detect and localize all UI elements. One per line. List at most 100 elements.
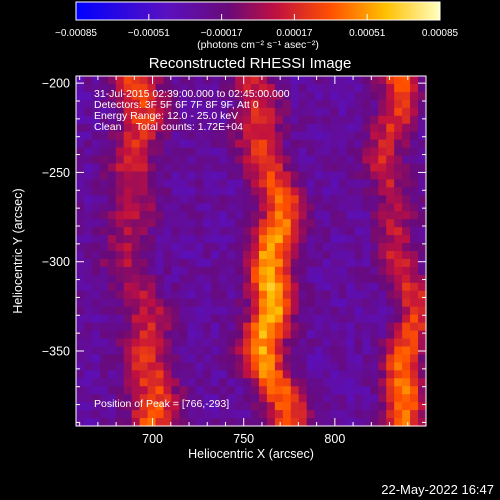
heatmap-cell: [163, 147, 173, 157]
heatmap-cell: [346, 298, 355, 308]
heatmap-cell: [139, 243, 149, 252]
heatmap-cell: [187, 195, 196, 204]
heatmap-cell: [171, 322, 180, 332]
heatmap-cell: [211, 91, 220, 101]
heatmap-cell: [203, 330, 212, 340]
heatmap-cell: [346, 330, 355, 340]
heatmap-cell: [274, 251, 284, 260]
heatmap-cell: [163, 163, 173, 173]
heatmap-cell: [131, 402, 141, 411]
heatmap-cell: [314, 370, 324, 379]
heatmap-cell: [99, 179, 109, 188]
heatmap-cell: [155, 115, 165, 125]
heatmap-cell: [338, 354, 348, 363]
heatmap-cell: [243, 195, 252, 204]
heatmap-cell: [354, 330, 363, 340]
colorbar-tick-label: 0.00051: [349, 28, 386, 39]
heatmap-cell: [155, 258, 165, 268]
heatmap-cell: [402, 290, 411, 300]
heatmap-cell: [139, 219, 149, 228]
heatmap-cell: [123, 362, 133, 371]
heatmap-cell: [251, 123, 260, 133]
heatmap-cell: [402, 338, 411, 348]
heatmap-cell: [76, 107, 85, 117]
heatmap-cell: [354, 243, 363, 252]
y-tick-label: −200: [42, 77, 70, 91]
heatmap-cell: [76, 115, 85, 125]
heatmap-cell: [163, 354, 173, 363]
heatmap-cell: [147, 219, 157, 228]
heatmap-cell: [211, 258, 220, 268]
heatmap-cell: [410, 76, 419, 85]
heatmap-cell: [155, 171, 165, 180]
heatmap-cell: [322, 266, 332, 276]
heatmap-cell: [139, 290, 149, 300]
heatmap-cell: [187, 131, 196, 141]
heatmap-cell: [346, 187, 355, 196]
heatmap-cell: [386, 235, 395, 244]
heatmap-cell: [107, 115, 117, 125]
heatmap-cell: [83, 394, 93, 403]
heatmap-cell: [179, 266, 188, 276]
heatmap-cell: [91, 290, 101, 300]
heatmap-cell: [163, 362, 173, 371]
heatmap-cell: [155, 306, 165, 316]
heatmap-cell: [258, 386, 268, 395]
heatmap-cell: [235, 83, 244, 93]
heatmap-cell: [83, 76, 93, 85]
heatmap-cell: [251, 115, 260, 125]
heatmap-cell: [266, 76, 276, 85]
heatmap-cell: [91, 322, 101, 332]
heatmap-cell: [211, 354, 220, 363]
heatmap-cell: [298, 362, 308, 371]
heatmap-cell: [402, 179, 411, 188]
heatmap-cell: [211, 163, 220, 173]
heatmap-cell: [290, 115, 300, 125]
heatmap-cell: [219, 338, 228, 348]
heatmap-cell: [155, 91, 165, 101]
heatmap-cell: [418, 362, 427, 371]
heatmap-cell: [418, 298, 427, 308]
heatmap-cell: [139, 139, 149, 149]
heatmap-cell: [76, 314, 85, 324]
heatmap-cell: [139, 306, 149, 316]
heatmap-cell: [107, 83, 117, 93]
heatmap-cell: [410, 251, 419, 260]
annotation-detectors: Detectors: 3F 5F 6F 7F 8F 9F, Att 0: [94, 99, 259, 111]
heatmap-cell: [83, 227, 93, 236]
heatmap-cell: [298, 306, 308, 316]
heatmap-cell: [394, 163, 403, 173]
heatmap-cell: [274, 266, 284, 276]
heatmap-cell: [179, 107, 188, 117]
heatmap-cell: [306, 258, 316, 268]
heatmap-cell: [115, 139, 125, 149]
heatmap-cell: [131, 195, 141, 204]
heatmap-cell: [251, 83, 260, 93]
heatmap-cell: [147, 338, 157, 348]
heatmap-cell: [378, 251, 387, 260]
heatmap-cell: [155, 163, 165, 173]
heatmap-cell: [386, 330, 395, 340]
heatmap-cell: [266, 362, 276, 371]
heatmap-cell: [346, 107, 355, 117]
heatmap-cell: [91, 187, 101, 196]
heatmap-cell: [378, 362, 387, 371]
heatmap-cell: [354, 171, 363, 180]
heatmap-cell: [163, 378, 173, 387]
heatmap-cell: [115, 362, 125, 371]
heatmap-cell: [235, 418, 244, 427]
heatmap-cell: [378, 418, 387, 427]
heatmap-cell: [306, 115, 316, 125]
heatmap-cell: [378, 402, 387, 411]
heatmap-cell: [314, 306, 324, 316]
heatmap-cell: [83, 322, 93, 332]
heatmap-cell: [346, 378, 355, 387]
heatmap-cell: [155, 290, 165, 300]
heatmap-cell: [139, 107, 149, 117]
heatmap-cell: [123, 187, 133, 196]
heatmap-cell: [378, 322, 387, 332]
heatmap-cell: [115, 163, 125, 173]
heatmap-cell: [394, 251, 403, 260]
heatmap-cell: [322, 258, 332, 268]
heatmap-cell: [402, 115, 411, 125]
